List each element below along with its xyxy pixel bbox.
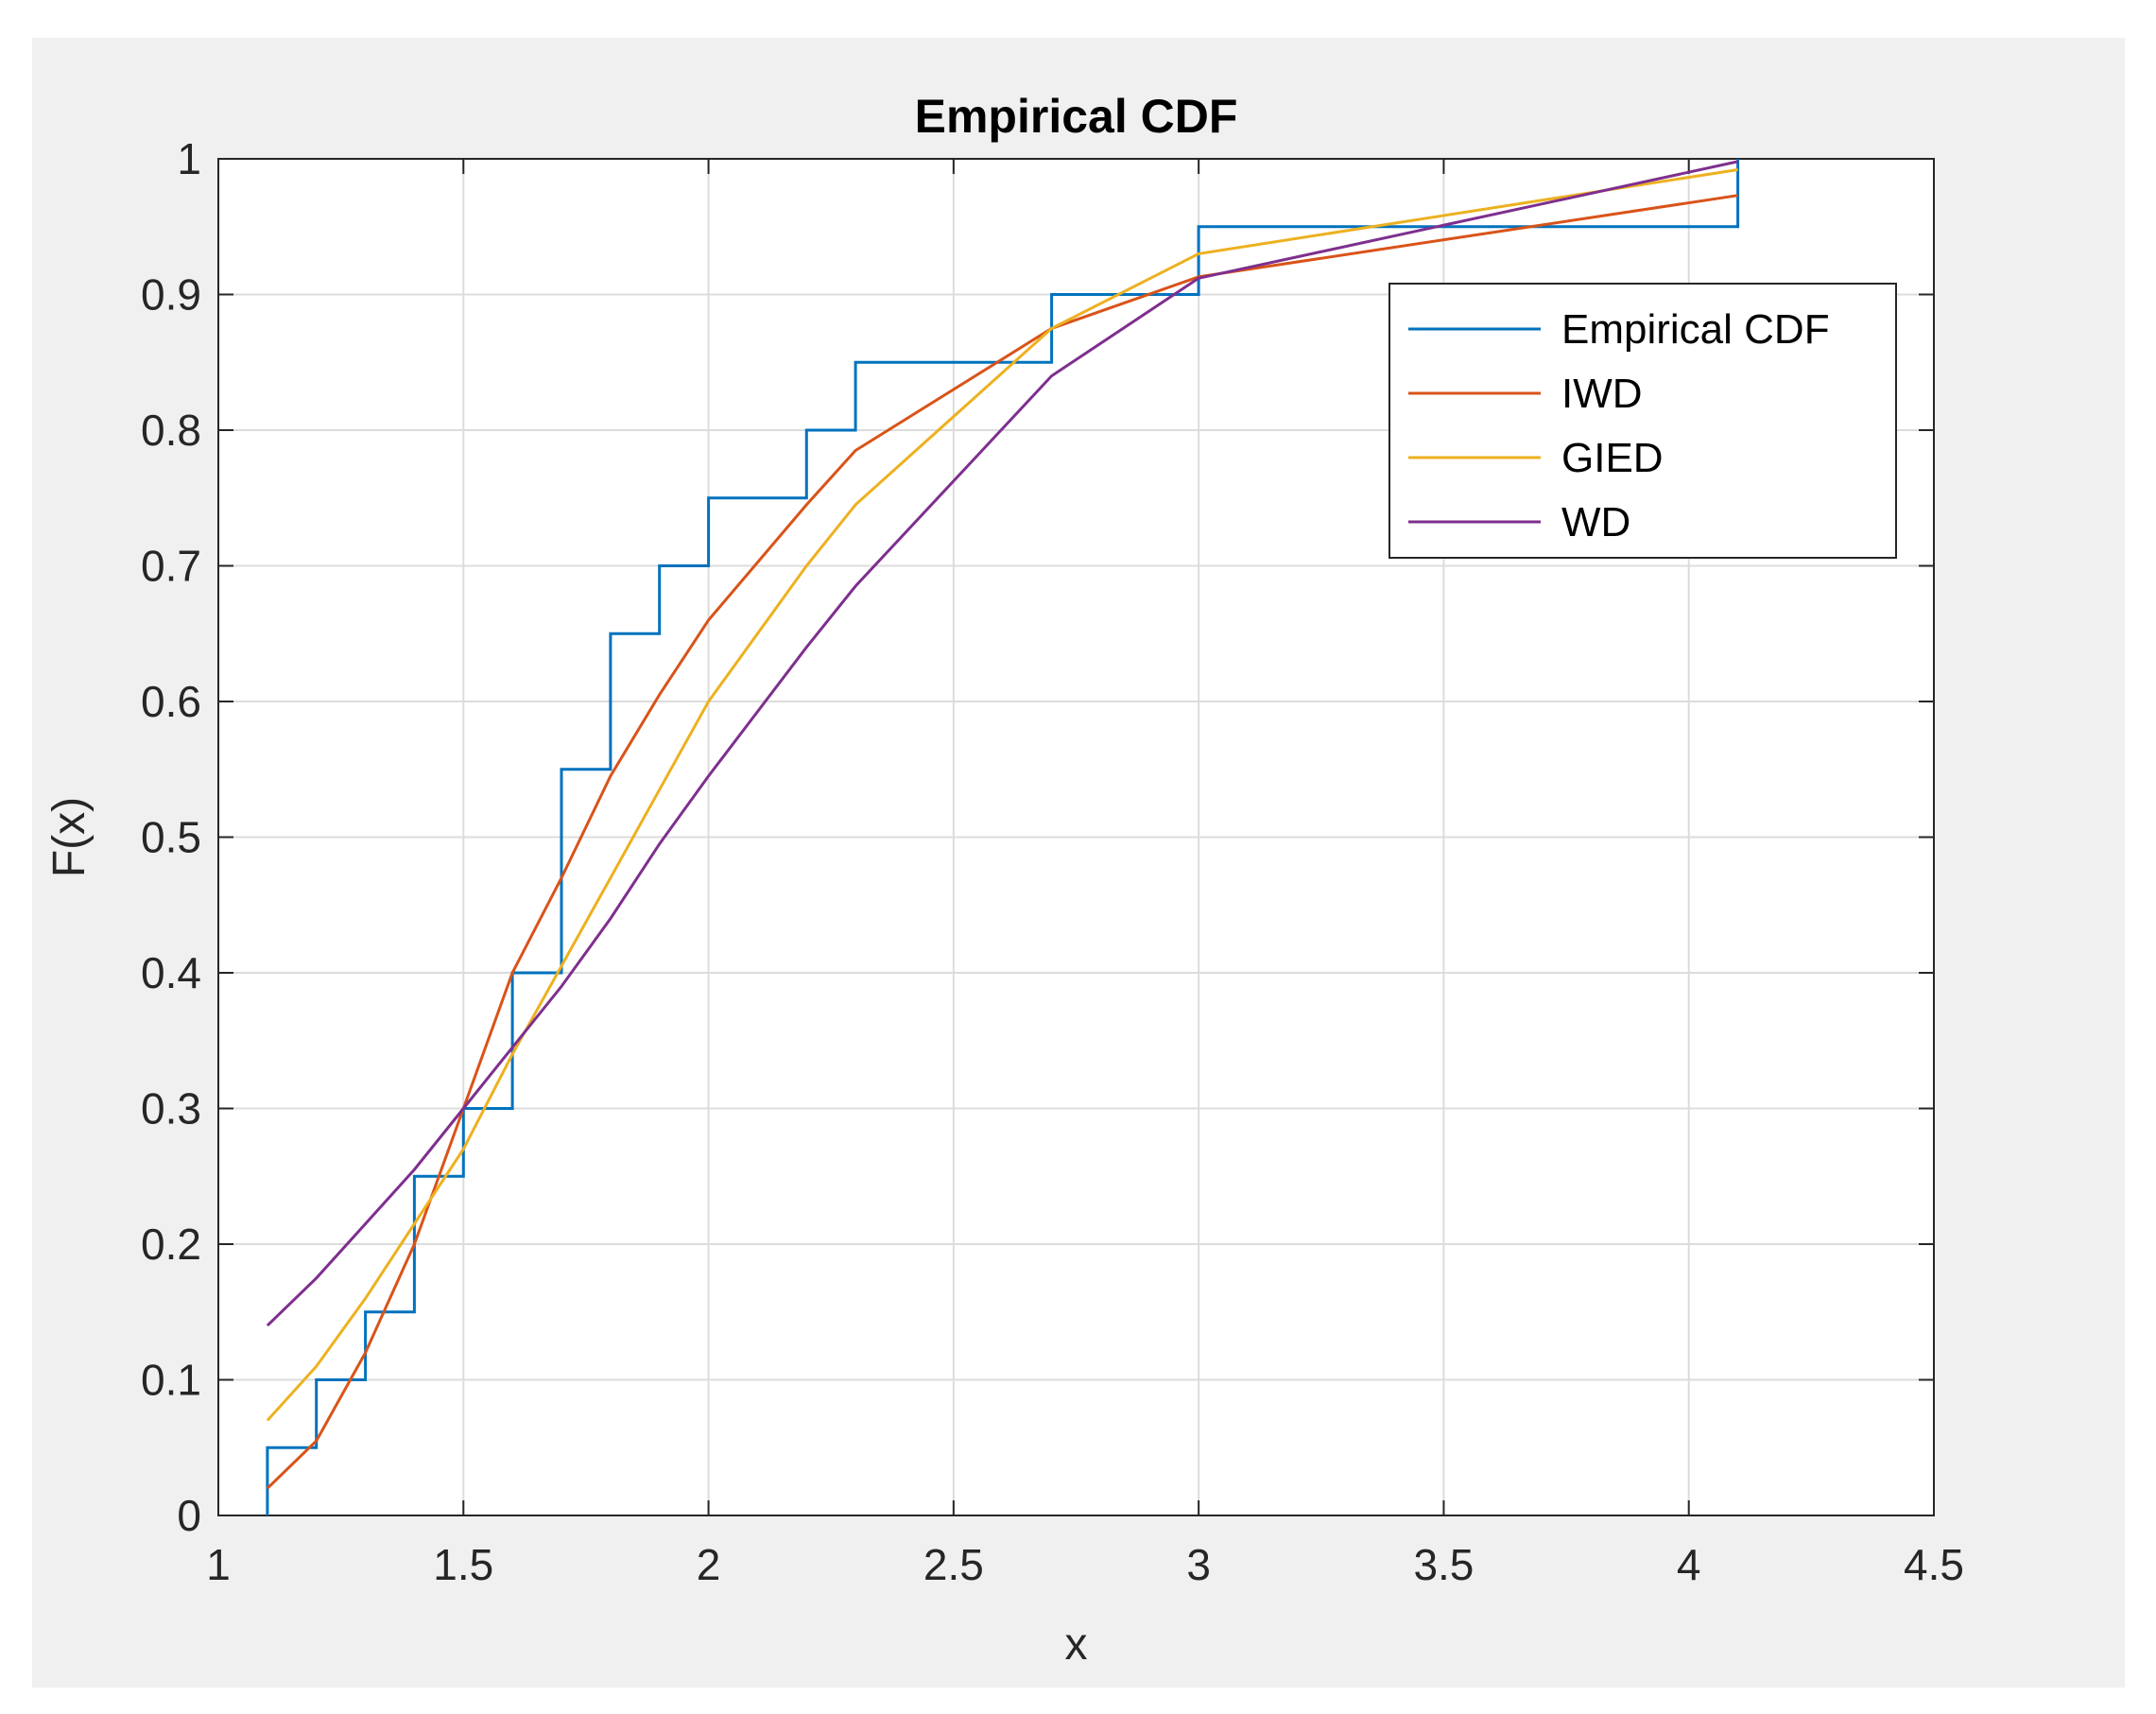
legend-label-gied: GIED bbox=[1561, 435, 1664, 481]
y-tick-label: 0.4 bbox=[141, 948, 201, 997]
y-tick-label: 0.6 bbox=[141, 677, 201, 726]
x-tick-label: 3 bbox=[1186, 1540, 1211, 1589]
x-tick-label: 2 bbox=[697, 1540, 721, 1589]
x-tick-label: 2.5 bbox=[923, 1540, 984, 1589]
y-tick-label: 0.2 bbox=[141, 1220, 201, 1269]
chart-title: Empirical CDF bbox=[915, 90, 1238, 143]
wd-line bbox=[266, 160, 1738, 1327]
y-tick-label: 0.8 bbox=[141, 406, 201, 455]
legend[interactable]: Empirical CDF IWD GIED WD bbox=[1388, 283, 1897, 559]
y-tick-label: 0.5 bbox=[141, 813, 201, 862]
y-tick-label: 0.3 bbox=[141, 1084, 201, 1134]
y-tick-label: 1 bbox=[177, 134, 201, 183]
figure-window: Empirical CDF 1 1.5 2 2.5 3 3.5 4 4.5 0 0.1 0.2 0.3… bbox=[32, 38, 2125, 1688]
series-lines bbox=[266, 159, 1740, 1515]
x-tick-label: 4 bbox=[1677, 1540, 1701, 1589]
iwd-line bbox=[266, 194, 1738, 1490]
y-tick-label: 0 bbox=[177, 1491, 201, 1540]
empirical-cdf-chart: Empirical CDF 1 1.5 2 2.5 3 3.5 4 4.5 0 0.1 0.2 0.3… bbox=[44, 90, 1964, 1670]
x-tick-label: 1 bbox=[206, 1540, 231, 1589]
y-tick-label: 0.1 bbox=[141, 1356, 201, 1405]
gied-line bbox=[266, 168, 1738, 1422]
x-tick-label: 1.5 bbox=[433, 1540, 493, 1589]
x-axis-title: x bbox=[1065, 1619, 1088, 1670]
x-tick-label: 4.5 bbox=[1904, 1540, 1964, 1589]
y-tick-label: 0.7 bbox=[141, 542, 201, 591]
empirical-cdf-line bbox=[266, 159, 1740, 1515]
legend-label-wd: WD bbox=[1561, 499, 1630, 545]
legend-label-iwd: IWD bbox=[1561, 371, 1643, 417]
x-tick-label: 3.5 bbox=[1413, 1540, 1474, 1589]
axis-ticks: 1 1.5 2 2.5 3 3.5 4 4.5 0 0.1 0.2 0.3 0.4 0.5 0.6 0.7 0.… bbox=[141, 134, 1964, 1589]
y-axis-title: F(x) bbox=[44, 797, 95, 877]
legend-label-empirical-cdf: Empirical CDF bbox=[1561, 306, 1830, 353]
y-tick-label: 0.9 bbox=[141, 270, 201, 320]
